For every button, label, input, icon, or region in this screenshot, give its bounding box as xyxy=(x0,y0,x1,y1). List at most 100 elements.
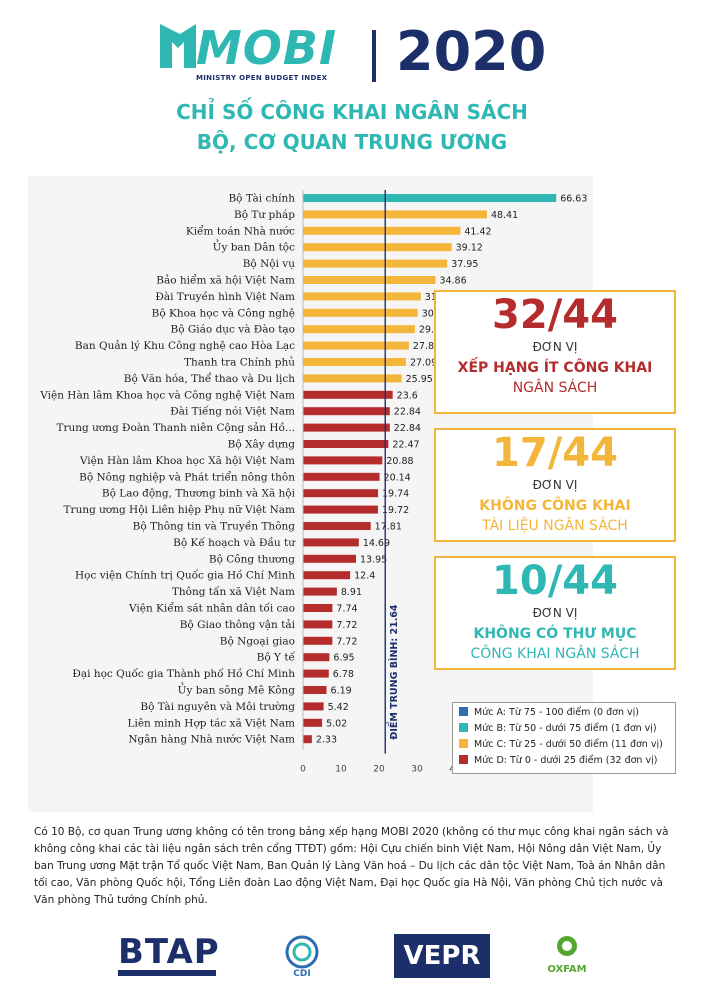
value-label: 7.72 xyxy=(336,620,357,631)
value-label: 30.2 xyxy=(422,308,443,319)
legend-swatch xyxy=(459,707,468,716)
value-label: 22.47 xyxy=(392,440,419,451)
category-label: Bộ Ngoại giao xyxy=(220,635,295,647)
value-label: 22.84 xyxy=(394,423,421,434)
value-label: 17.81 xyxy=(375,522,402,533)
oxfam-logo-icon xyxy=(557,936,577,956)
legend-label: Mức A: Từ 75 - 100 điểm (0 đơn vị) xyxy=(474,707,639,718)
category-label: Bộ Tài nguyên và Môi trường xyxy=(140,701,295,713)
page-title-line1: CHỈ SỐ CÔNG KHAI NGÂN SÁCH xyxy=(176,100,528,124)
value-label: 5.02 xyxy=(326,718,347,729)
chart-bar xyxy=(303,341,409,350)
value-label: 25.95 xyxy=(406,374,433,385)
category-label: Liên minh Hợp tác xã Việt Nam xyxy=(127,717,295,729)
x-tick-label: 10 xyxy=(335,765,347,775)
btap-tagline-bar xyxy=(118,970,216,976)
legend-item-c: Mức C: Từ 25 - dưới 50 điểm (11 đơn vị) xyxy=(459,737,663,753)
chart-bar xyxy=(303,669,329,678)
category-label: Ủy ban Dân tộc xyxy=(213,239,296,254)
category-label: Bộ Xây dựng xyxy=(228,439,296,451)
vepr-logo: VEPR xyxy=(394,934,490,978)
chart-bar xyxy=(303,489,379,498)
chart-bar xyxy=(303,325,415,334)
chart-bar xyxy=(303,456,383,465)
chart-bar xyxy=(303,571,351,580)
logo-text: MOBI xyxy=(196,21,338,75)
category-label: Trung ương Đoàn Thanh niên Cộng sản Hồ..… xyxy=(56,421,295,434)
stat-box-no-directory: 10/44 ĐƠN VỊ KHÔNG CÓ THƯ MỤC CÔNG KHAI … xyxy=(434,556,676,670)
legend-item-b: Mức B: Từ 50 - dưới 75 điểm (1 đơn vị) xyxy=(459,721,657,737)
legend-swatch xyxy=(459,739,468,748)
footnote: Có 10 Bộ, cơ quan Trung ương không có tê… xyxy=(34,826,669,906)
category-label: Bộ Khoa học và Công nghệ xyxy=(152,307,295,319)
category-label: Ngân hàng Nhà nước Việt Nam xyxy=(128,734,295,746)
value-label: 8.91 xyxy=(341,587,362,598)
page-title-line2: BỘ, CƠ QUAN TRUNG ƯƠNG xyxy=(196,130,508,154)
category-label: Học viện Chính trị Quốc gia Hồ Chí Minh xyxy=(75,569,295,582)
category-label: Trung ương Hội Liên hiệp Phụ nữ Việt Nam xyxy=(64,504,295,516)
value-label: 19.74 xyxy=(382,489,409,500)
value-label: 39.12 xyxy=(456,243,483,254)
stat-line1: KHÔNG CÔNG KHAI xyxy=(479,498,631,514)
category-label: Bộ Lao động, Thương binh và Xã hội xyxy=(102,488,296,500)
legend-item-d: Mức D: Từ 0 - dưới 25 điểm (32 đơn vị) xyxy=(459,753,657,769)
value-label: 27.87 xyxy=(413,341,440,352)
value-label: 34.86 xyxy=(439,276,466,287)
chart-bar xyxy=(303,702,324,711)
value-label: 12.4 xyxy=(354,571,375,582)
oxfam-logo-text: OXFAM xyxy=(547,964,587,975)
value-label: 41.42 xyxy=(464,226,491,237)
category-label: Viện Hàn lâm Khoa học Xã hội Việt Nam xyxy=(79,455,295,467)
value-label: 66.63 xyxy=(560,194,587,205)
chart-bar xyxy=(303,735,312,744)
chart-bar xyxy=(303,308,418,317)
stat-unit: ĐƠN VỊ xyxy=(532,478,578,492)
value-label: 22.84 xyxy=(394,407,421,418)
btap-logo-text: BTAP xyxy=(118,932,220,972)
chart-bar xyxy=(303,604,333,612)
value-label: 27.09 xyxy=(410,358,437,369)
mobi-logo-icon xyxy=(160,24,196,68)
category-label: Bộ Văn hóa, Thể thao và Du lịch xyxy=(124,372,295,385)
btap-logo: BTAP xyxy=(118,934,220,978)
category-label: Bộ Giao thông vận tải xyxy=(180,618,296,631)
category-label: Kiểm toán Nhà nước xyxy=(186,224,295,237)
chart-bar xyxy=(303,653,330,662)
stat-line1: KHÔNG CÓ THƯ MỤC xyxy=(473,626,637,642)
legend-swatch xyxy=(459,755,468,764)
stat-box-least-public: 32/44 ĐƠN VỊ XẾP HẠNG ÍT CÔNG KHAI NGÂN … xyxy=(434,290,676,414)
chart-bar xyxy=(303,718,323,727)
stat-line2: CÔNG KHAI NGÂN SÁCH xyxy=(470,646,640,662)
cdi-logo: CDI xyxy=(282,934,322,979)
stat-line2: TÀI LIỆU NGÂN SÁCH xyxy=(482,518,628,534)
chart-bar xyxy=(303,472,380,481)
logo-subtitle: MINISTRY OPEN BUDGET INDEX xyxy=(196,74,328,82)
chart-bar xyxy=(303,686,327,694)
chart-bar xyxy=(303,358,406,366)
value-label: 6.19 xyxy=(331,686,352,697)
category-label: Bộ Tư pháp xyxy=(234,209,295,221)
category-label: Đài Tiếng nói Việt Nam xyxy=(170,405,295,418)
chart-legend: Mức A: Từ 75 - 100 điểm (0 đơn vị) Mức B… xyxy=(452,702,676,774)
chart-bar xyxy=(303,554,357,563)
chart-bar xyxy=(303,522,371,530)
category-label: Thông tấn xã Việt Nam xyxy=(172,585,295,598)
chart-bar xyxy=(303,226,461,235)
chart-bar xyxy=(303,407,390,416)
chart-bar xyxy=(303,505,378,514)
category-label: Viện Hàn lâm Khoa học và Công nghệ Việt … xyxy=(39,389,295,401)
header: MOBI MINISTRY OPEN BUDGET INDEX 2020 CHỈ… xyxy=(0,0,704,170)
chart-bar xyxy=(303,374,402,383)
value-label: 31 xyxy=(425,292,437,303)
x-tick-label: 30 xyxy=(411,765,423,775)
value-label: 29.44 xyxy=(419,325,446,336)
chart-bar xyxy=(303,440,389,448)
chart-bar xyxy=(303,210,487,219)
category-label: Ban Quản lý Khu Công nghệ cao Hòa Lạc xyxy=(75,339,295,352)
oxfam-logo: OXFAM xyxy=(542,934,592,978)
stat-value: 10/44 xyxy=(492,558,618,604)
category-label: Viện Kiểm sát nhân dân tối cao xyxy=(128,602,295,615)
logo-separator xyxy=(372,30,376,82)
category-label: Đại học Quốc gia Thành phố Hồ Chí Minh xyxy=(72,667,295,680)
legend-label: Mức D: Từ 0 - dưới 25 điểm (32 đơn vị) xyxy=(474,755,658,766)
